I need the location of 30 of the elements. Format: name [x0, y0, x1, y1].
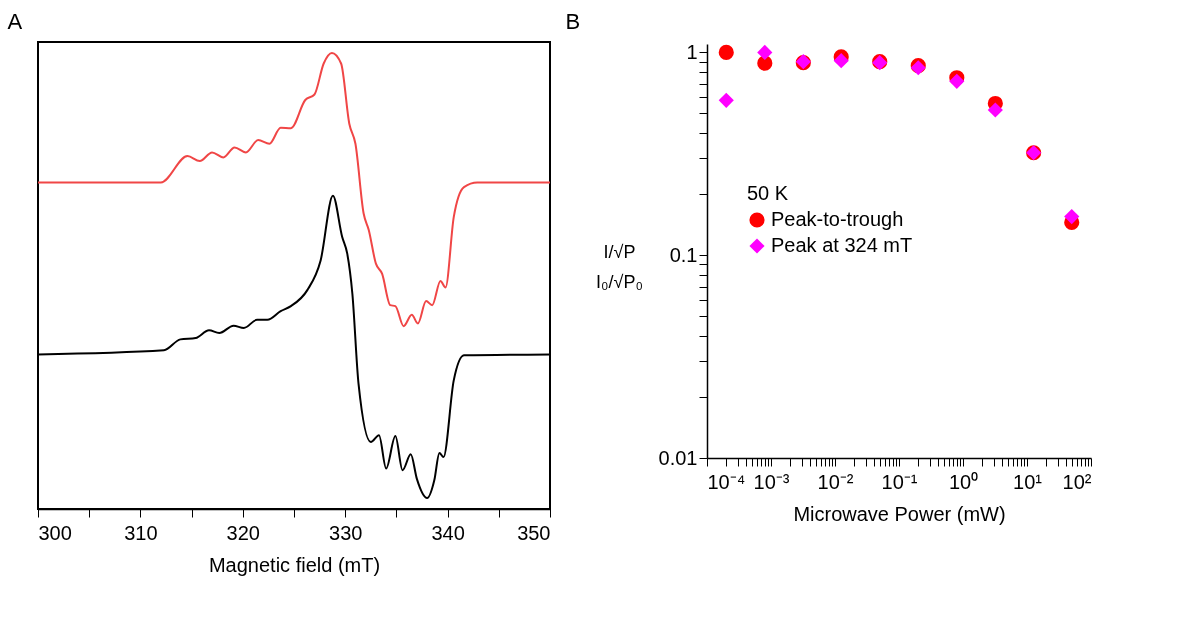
point — [1064, 209, 1080, 225]
x-axis-title: Magnetic field (mT) — [208, 553, 381, 576]
y-tick-label: 0.1 — [669, 243, 698, 266]
x-tick-label: 10⁻⁴ — [707, 470, 746, 493]
x-tick-label: 10⁻³ — [753, 470, 790, 493]
x-tick-label: 10¹ — [1013, 470, 1043, 493]
x-tick-label: 330 — [329, 521, 363, 544]
legend-label: Peak at 324 mT — [771, 234, 913, 256]
point — [833, 53, 849, 69]
y-tick-label: 1 — [686, 40, 698, 63]
x-tick-label: 350 — [517, 521, 551, 544]
x-tick-label: 10⁰ — [948, 470, 979, 493]
point — [718, 92, 734, 108]
y-tick-label: 0.01 — [658, 446, 698, 469]
x-tick-label: 340 — [431, 521, 465, 544]
x-tick-label: 10² — [1062, 470, 1092, 493]
chart-title: A — [7, 9, 23, 34]
chart-title: B — [565, 9, 581, 35]
legend-label: Peak-to-trough — [771, 208, 904, 230]
x-tick-label: 10⁻¹ — [881, 470, 918, 493]
point — [757, 44, 773, 60]
x-tick-label: 300 — [38, 521, 72, 544]
legend-title: 50 K — [747, 182, 789, 204]
x-axis-title: Microwave Power (mW) — [793, 502, 1006, 525]
y-axis-title: I/√P I₀/√P₀ — [596, 241, 643, 292]
point — [718, 44, 734, 60]
x-tick-label: 310 — [124, 521, 158, 544]
point — [987, 102, 1003, 118]
x-tick-label: 320 — [226, 521, 260, 544]
x-tick-label: 10⁻² — [817, 470, 854, 493]
